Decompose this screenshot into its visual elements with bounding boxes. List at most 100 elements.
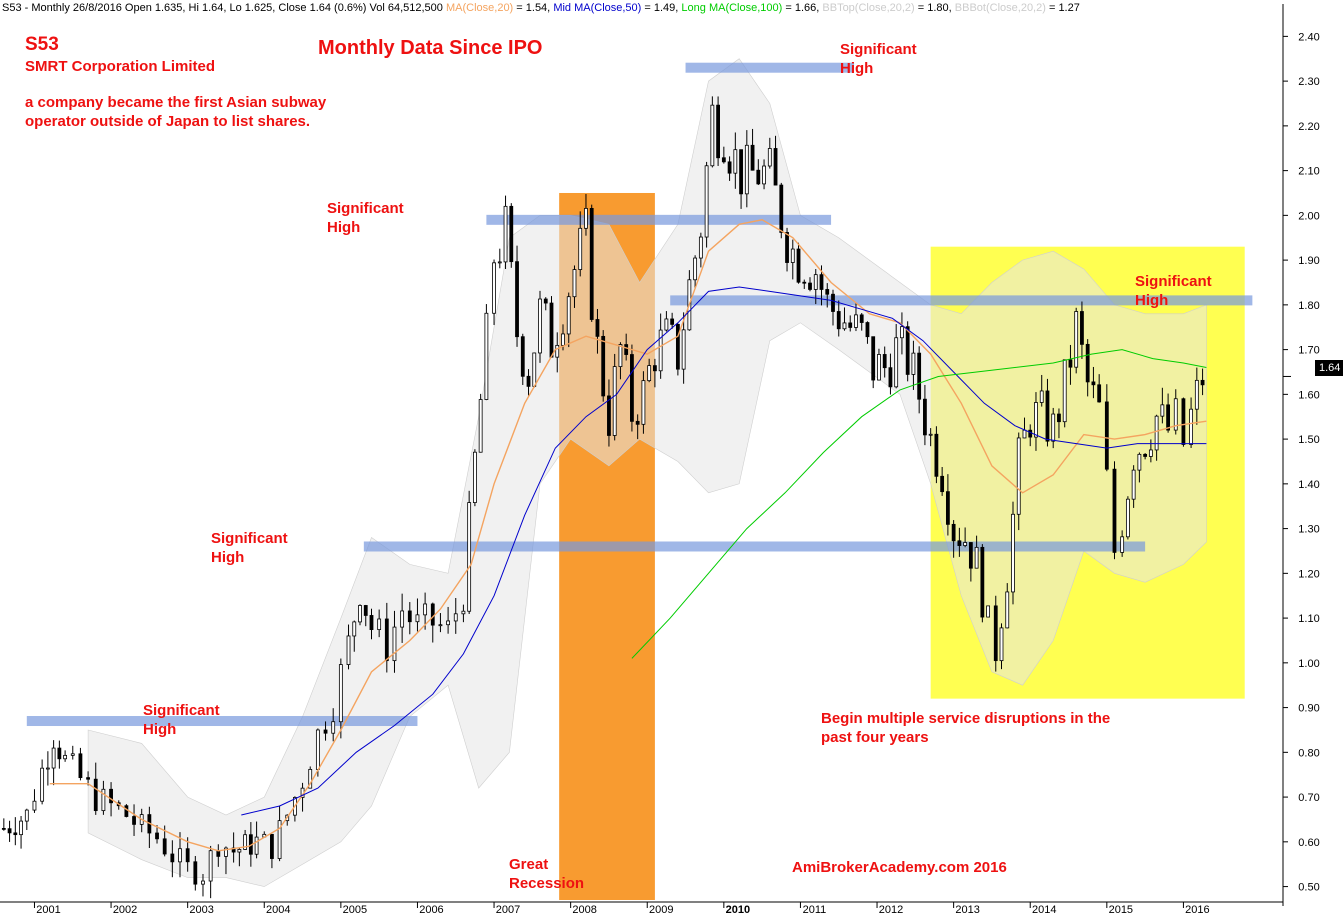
candle-body bbox=[1125, 498, 1130, 538]
candle-body bbox=[888, 367, 893, 388]
candle-body bbox=[756, 169, 761, 185]
candle-body bbox=[566, 296, 571, 335]
x-tick-label: 2011 bbox=[803, 904, 827, 916]
candle-body bbox=[951, 523, 956, 542]
significant-high-label-2007: Significant High bbox=[327, 200, 404, 236]
candle-body bbox=[1068, 359, 1073, 368]
candle-body bbox=[1166, 404, 1171, 431]
candle-body bbox=[503, 205, 508, 263]
ma20-line bbox=[49, 219, 1207, 852]
candle-body bbox=[635, 420, 640, 425]
candle-body bbox=[905, 326, 910, 375]
candle-body bbox=[358, 605, 362, 623]
significant-high-line bbox=[670, 295, 1253, 306]
candle-body bbox=[572, 269, 577, 298]
candle-body bbox=[882, 354, 887, 369]
x-tick-label: 2010 bbox=[726, 904, 750, 916]
significant-lines-layer bbox=[26, 62, 1253, 727]
candle-body bbox=[32, 800, 37, 811]
y-tick-label: 1.30 bbox=[1298, 524, 1319, 536]
candle-body bbox=[900, 326, 904, 339]
candle-body bbox=[7, 828, 12, 834]
candle-body bbox=[836, 311, 841, 330]
candle-body bbox=[1137, 453, 1142, 471]
candle-body bbox=[1034, 402, 1038, 438]
x-tick-label: 2015 bbox=[1109, 904, 1133, 916]
candle-body bbox=[237, 849, 242, 853]
chart-title: Monthly Data Since IPO bbox=[318, 37, 543, 59]
candle-body bbox=[216, 850, 221, 857]
candle-body bbox=[986, 605, 991, 618]
candle-body bbox=[526, 375, 531, 387]
candle-body bbox=[478, 399, 483, 453]
candle-body bbox=[40, 767, 45, 802]
candle-body bbox=[93, 778, 98, 812]
candle-body bbox=[254, 836, 259, 855]
significant-high-label-2005: Significant High bbox=[211, 530, 288, 566]
candle-body bbox=[1039, 390, 1044, 403]
candle-body bbox=[208, 850, 213, 882]
candle-body bbox=[555, 344, 560, 358]
candle-body bbox=[710, 104, 715, 167]
candle-body bbox=[584, 208, 588, 229]
candle-body bbox=[1005, 591, 1010, 629]
candle-body bbox=[484, 312, 489, 400]
candle-body bbox=[578, 227, 583, 270]
significant-high-label-top: Significant High bbox=[840, 41, 917, 77]
ma20-value: = 1.54, bbox=[513, 2, 551, 14]
watermark: AmiBrokerAcademy.com 2016 bbox=[792, 859, 1007, 876]
candle-body bbox=[813, 274, 818, 290]
candle-body bbox=[124, 805, 129, 817]
candle-body bbox=[1148, 449, 1153, 457]
candle-body bbox=[963, 542, 968, 546]
candle-body bbox=[589, 208, 594, 320]
candle-body bbox=[865, 322, 870, 338]
y-tick-label: 2.40 bbox=[1298, 31, 1319, 43]
candle-body bbox=[315, 729, 320, 770]
candle-body bbox=[369, 615, 374, 631]
last-price-value: 1.64 bbox=[1319, 362, 1341, 374]
ma50-label: Mid MA(Close,50) bbox=[553, 2, 642, 14]
candle-body bbox=[392, 626, 397, 662]
candle-body bbox=[201, 880, 205, 885]
candle-body bbox=[1189, 408, 1193, 445]
y-tick-label: 1.20 bbox=[1298, 568, 1319, 580]
y-tick-label: 0.70 bbox=[1298, 792, 1319, 804]
candle-body bbox=[101, 788, 106, 812]
candle-body bbox=[78, 753, 83, 779]
candle-body bbox=[681, 329, 686, 370]
candle-body bbox=[1104, 401, 1109, 470]
significant-high-line bbox=[685, 62, 855, 73]
y-tick-label: 1.70 bbox=[1298, 345, 1319, 357]
candle-body bbox=[999, 627, 1004, 662]
candle-body bbox=[911, 352, 916, 375]
x-tick-label: 2008 bbox=[572, 904, 596, 916]
candle-body bbox=[515, 261, 519, 338]
candle-body bbox=[739, 149, 743, 195]
bbbot-value: = 1.27 bbox=[1045, 2, 1080, 14]
candle-body bbox=[670, 318, 675, 325]
ticker-title: S53 bbox=[25, 34, 59, 55]
candle-body bbox=[854, 314, 858, 328]
candle-body bbox=[957, 540, 962, 546]
candle-body bbox=[24, 809, 29, 822]
candle-body bbox=[842, 322, 847, 330]
x-tick-label: 2016 bbox=[1185, 904, 1209, 916]
candle-body bbox=[859, 314, 864, 323]
significant-high-label-2001: Significant High bbox=[143, 702, 220, 738]
candle-body bbox=[338, 664, 343, 723]
candle-body bbox=[750, 144, 755, 171]
candle-body bbox=[438, 624, 443, 627]
candle-body bbox=[647, 365, 652, 382]
candle-body bbox=[1112, 468, 1117, 553]
candle-body bbox=[698, 236, 703, 259]
company-description: a company became the first Asian subway … bbox=[25, 94, 327, 130]
candle-body bbox=[1074, 311, 1079, 368]
significant-high-line bbox=[26, 716, 418, 727]
candle-body bbox=[185, 848, 190, 863]
candle-body bbox=[446, 620, 450, 626]
candle-body bbox=[1022, 429, 1027, 439]
y-tick-label: 2.30 bbox=[1298, 76, 1319, 88]
candle-body bbox=[744, 144, 749, 195]
candle-body bbox=[45, 767, 50, 770]
